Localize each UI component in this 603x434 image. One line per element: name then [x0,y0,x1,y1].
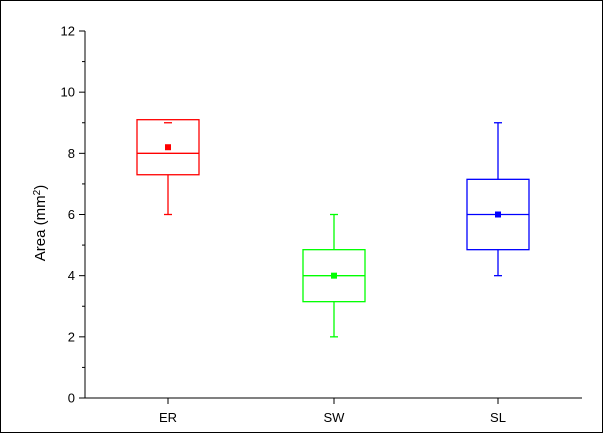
box-mean-marker [331,272,337,279]
x-tick-label: SW [324,410,346,425]
x-ticks: ER SW SL [159,398,506,425]
box-mean-marker [495,211,501,218]
y-axis-title-sup: 2 [32,189,43,195]
y-tick-label: 2 [68,329,75,344]
y-axis-title-text: Area (mm [32,195,49,261]
y-axis-title-close: ) [32,185,49,190]
box-sl [466,122,530,277]
y-axis-title: Area (mm2) [32,185,50,261]
x-tick-label: SL [490,410,506,425]
y-ticks: 0 2 4 6 8 10 12 [61,24,85,406]
box-sw [302,213,366,338]
y-tick-label: 0 [68,391,75,406]
x-tick-label: ER [159,410,177,425]
y-tick-label: 8 [68,146,75,161]
y-tick-label: 6 [68,207,75,222]
box-er [136,119,200,216]
plot-layer [136,119,530,338]
y-tick-label: 12 [61,24,75,39]
y-tick-label: 4 [68,268,75,283]
y-tick-label: 10 [61,85,75,100]
box-mean-marker [165,144,171,151]
